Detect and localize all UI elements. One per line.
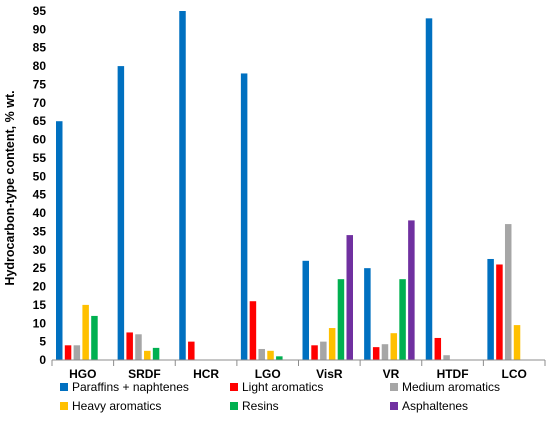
bar-htdf-1 — [434, 337, 442, 360]
y-tick-label: 40 — [33, 206, 47, 220]
bar-visr-2 — [320, 341, 327, 360]
bar-lco-1 — [496, 264, 503, 360]
y-tick-label: 85 — [33, 41, 47, 55]
y-tick-label: 0 — [39, 353, 46, 367]
bar-hcr-1 — [188, 341, 195, 360]
bar-lco-2 — [504, 224, 512, 360]
x-category-label: HGO — [69, 367, 96, 381]
bar-hgo-2 — [73, 345, 81, 360]
bar-visr-5 — [346, 235, 353, 360]
legend-item: Heavy aromatics — [60, 399, 230, 413]
bar-hgo-1 — [64, 345, 72, 360]
y-tick-label: 20 — [33, 280, 47, 294]
y-tick-label: 80 — [33, 59, 47, 73]
y-axis-label: Hydrocarbon-type content, % wt. — [3, 90, 17, 285]
legend-label: Asphaltenes — [402, 399, 469, 413]
legend-label: Paraffins + naphtenes — [72, 380, 189, 394]
bar-lgo-0 — [240, 73, 248, 360]
bar-visr-1 — [311, 345, 318, 360]
legend-item: Resins — [230, 399, 390, 413]
bar-srdf-4 — [152, 347, 160, 360]
y-tick-label: 95 — [33, 4, 47, 18]
y-axis-ticks: 0 5 10 15 20 25 30 35 40 45 50 55 60 65 70 75 80 85 90 95 — [33, 4, 47, 367]
x-category-label: VisR — [316, 367, 343, 381]
y-tick-label: 45 — [33, 188, 47, 202]
bar-srdf-2 — [135, 334, 142, 360]
y-tick-label: 65 — [33, 114, 47, 128]
y-tick-label: 30 — [33, 243, 47, 257]
x-category-label: HCR — [193, 367, 219, 381]
y-tick-label: 25 — [33, 261, 47, 275]
x-axis: HGO SRDF HCR LGO VisR VR HTDF LCO — [51, 359, 546, 381]
y-tick-label: 75 — [33, 77, 47, 91]
y-tick-label: 35 — [33, 224, 47, 238]
x-category-label: VR — [383, 367, 400, 381]
legend-swatch — [230, 383, 238, 391]
bar-vr-5 — [408, 220, 415, 360]
bar-lgo-4 — [276, 356, 283, 360]
bar-lgo-3 — [267, 350, 274, 360]
bar-vr-2 — [381, 344, 389, 360]
bar-vr-3 — [390, 333, 398, 360]
bar-hgo-4 — [91, 315, 98, 360]
x-category-label: SRDF — [128, 367, 161, 381]
bar-hcr-0 — [179, 11, 186, 360]
y-tick-label: 55 — [33, 151, 47, 165]
y-tick-label: 60 — [33, 133, 47, 147]
y-tick-label: 10 — [33, 316, 47, 330]
bar-htdf-0 — [425, 18, 433, 360]
bar-srdf-3 — [144, 350, 151, 360]
bar-srdf-0 — [117, 66, 125, 361]
y-axis-title: Hydrocarbon-type content, % wt. — [3, 90, 17, 285]
bar-lgo-1 — [249, 301, 257, 360]
y-tick-label: 5 — [39, 335, 46, 349]
bar-lco-0 — [487, 258, 494, 360]
legend-item: Paraffins + naphtenes — [60, 380, 230, 394]
bar-htdf-2 — [443, 355, 450, 360]
bar-srdf-1 — [126, 332, 133, 360]
bar-lgo-2 — [258, 348, 265, 360]
y-tick-label: 90 — [33, 22, 47, 36]
x-category-label: HTDF — [437, 367, 469, 381]
bar-hgo-0 — [56, 121, 63, 360]
bar-visr-0 — [302, 260, 309, 360]
bar-vr-1 — [372, 347, 380, 360]
bar-visr-3 — [328, 328, 336, 360]
legend-label: Medium aromatics — [402, 380, 501, 394]
legend-swatch — [60, 383, 68, 391]
bar-vr-4 — [399, 279, 406, 360]
bars — [56, 11, 521, 361]
legend-item: Light aromatics — [230, 380, 390, 394]
legend-label: Resins — [242, 399, 279, 413]
y-tick-label: 70 — [33, 96, 47, 110]
legend-swatch — [390, 402, 398, 410]
legend-swatch — [230, 402, 238, 410]
x-category-label: LGO — [255, 367, 281, 381]
y-tick-label: 50 — [33, 169, 47, 183]
legend-label: Heavy aromatics — [72, 399, 162, 413]
y-tick-label: 15 — [33, 298, 47, 312]
legend-swatch — [390, 383, 398, 391]
bar-lco-3 — [513, 325, 521, 360]
legend: Paraffins + naphtenes Light aromatics Medi… — [60, 380, 540, 413]
x-category-label: LCO — [502, 367, 527, 381]
bar-vr-0 — [364, 268, 371, 360]
legend-swatch — [60, 402, 68, 410]
legend-item: Medium aromatics — [390, 380, 540, 394]
legend-label: Light aromatics — [242, 380, 324, 394]
bar-hgo-3 — [82, 304, 89, 360]
bar-visr-4 — [337, 279, 345, 360]
legend-item: Asphaltenes — [390, 399, 540, 413]
